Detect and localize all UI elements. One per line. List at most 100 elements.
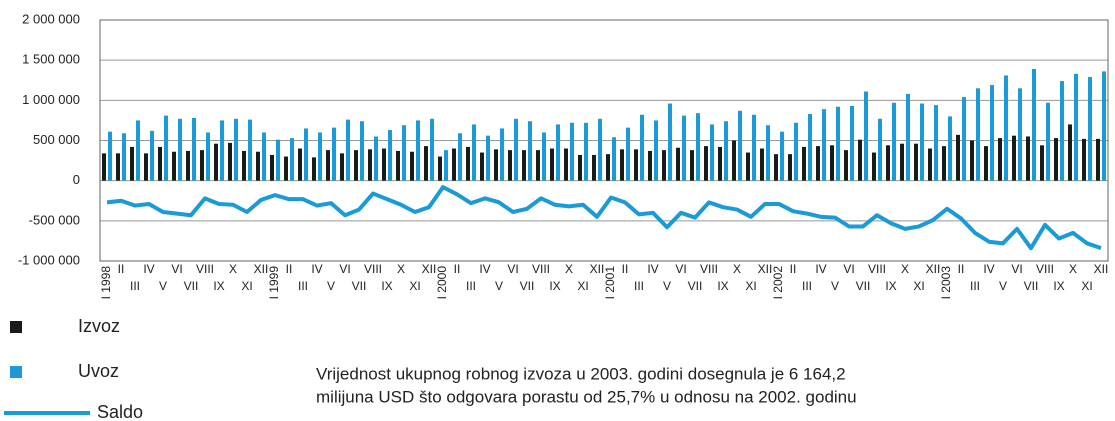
y-tick-label: 1 000 000 xyxy=(22,92,80,107)
bar xyxy=(676,147,680,181)
x-tick-label: IV xyxy=(479,262,490,276)
bar xyxy=(340,153,344,181)
bar xyxy=(662,150,666,181)
x-tick-label: I 2000 xyxy=(435,266,449,300)
bar xyxy=(1082,138,1086,181)
x-tick-label: VI xyxy=(675,262,686,276)
annotation: Vrijednost ukupnog robnog izvoza u 2003.… xyxy=(316,364,846,383)
x-tick-label: XI xyxy=(241,279,252,293)
bar xyxy=(584,122,588,181)
bar xyxy=(1096,138,1100,181)
x-tick-label: VI xyxy=(171,262,182,276)
bar xyxy=(746,152,750,181)
bar xyxy=(172,151,176,181)
bar xyxy=(900,143,904,181)
x-tick-label: VIII xyxy=(364,262,382,276)
bar xyxy=(570,122,574,181)
bar xyxy=(402,125,406,181)
bar xyxy=(830,145,834,181)
bar xyxy=(102,153,106,181)
bar xyxy=(1054,138,1058,181)
bar xyxy=(242,150,246,181)
bar xyxy=(136,120,140,181)
bar xyxy=(550,148,554,181)
x-tick-label: VI xyxy=(843,262,854,276)
bar xyxy=(836,106,840,181)
x-tick-label: X xyxy=(397,262,405,276)
x-tick-label: VI xyxy=(507,262,518,276)
bar xyxy=(724,121,728,181)
x-tick-label: XII xyxy=(422,262,437,276)
bar xyxy=(354,150,358,181)
bar xyxy=(606,154,610,181)
bar xyxy=(186,150,190,181)
x-tick-label: IV xyxy=(647,262,658,276)
x-tick-label: IX xyxy=(381,279,392,293)
bar xyxy=(732,140,736,181)
x-tick-label: II xyxy=(454,262,461,276)
bar xyxy=(178,118,182,181)
bar xyxy=(514,118,518,181)
bar xyxy=(1040,145,1044,181)
x-tick-label: VII xyxy=(184,279,199,293)
bar xyxy=(360,121,364,181)
x-tick-label: VIII xyxy=(868,262,886,276)
bar xyxy=(326,150,330,181)
bar xyxy=(262,132,266,181)
bar xyxy=(206,132,210,181)
bar xyxy=(780,131,784,181)
bar xyxy=(480,152,484,181)
bar xyxy=(130,146,134,181)
bar xyxy=(116,153,120,181)
x-tick-label: IV xyxy=(815,262,826,276)
bar xyxy=(802,146,806,181)
bar xyxy=(1102,71,1106,181)
bar xyxy=(312,157,316,181)
bar xyxy=(346,119,350,181)
bar xyxy=(522,150,526,181)
bar xyxy=(536,150,540,181)
bar xyxy=(892,102,896,181)
x-tick-label: V xyxy=(159,279,167,293)
bar xyxy=(214,143,218,181)
x-tick-label: II xyxy=(286,262,293,276)
bar xyxy=(1060,81,1064,181)
x-tick-label: XI xyxy=(913,279,924,293)
x-tick-label: X xyxy=(1069,262,1077,276)
bar xyxy=(752,114,756,181)
x-tick-label: IX xyxy=(213,279,224,293)
x-tick-label: XI xyxy=(409,279,420,293)
x-tick-label: XII xyxy=(758,262,773,276)
bar xyxy=(626,127,630,181)
bar xyxy=(528,121,532,181)
bar xyxy=(794,122,798,181)
bar xyxy=(920,103,924,181)
bar xyxy=(248,119,252,181)
x-tick-label: IV xyxy=(143,262,154,276)
x-tick-label: VII xyxy=(352,279,367,293)
bar xyxy=(368,149,372,181)
x-tick-label: X xyxy=(901,262,909,276)
bar xyxy=(648,150,652,181)
bar xyxy=(668,103,672,181)
bar xyxy=(508,150,512,181)
bar xyxy=(640,114,644,181)
bar xyxy=(970,140,974,181)
x-tick-label: IX xyxy=(549,279,560,293)
bar xyxy=(542,132,546,181)
bar xyxy=(984,146,988,181)
bar xyxy=(158,146,162,181)
bar xyxy=(458,133,462,181)
bar xyxy=(430,118,434,181)
bar xyxy=(1026,136,1030,181)
bar xyxy=(928,148,932,181)
bar xyxy=(598,118,602,181)
bar xyxy=(150,130,154,181)
bar xyxy=(500,128,504,181)
x-tick-label: VI xyxy=(339,262,350,276)
bar xyxy=(690,150,694,181)
bar xyxy=(1012,135,1016,181)
x-tick-label: X xyxy=(733,262,741,276)
bar xyxy=(990,85,994,181)
